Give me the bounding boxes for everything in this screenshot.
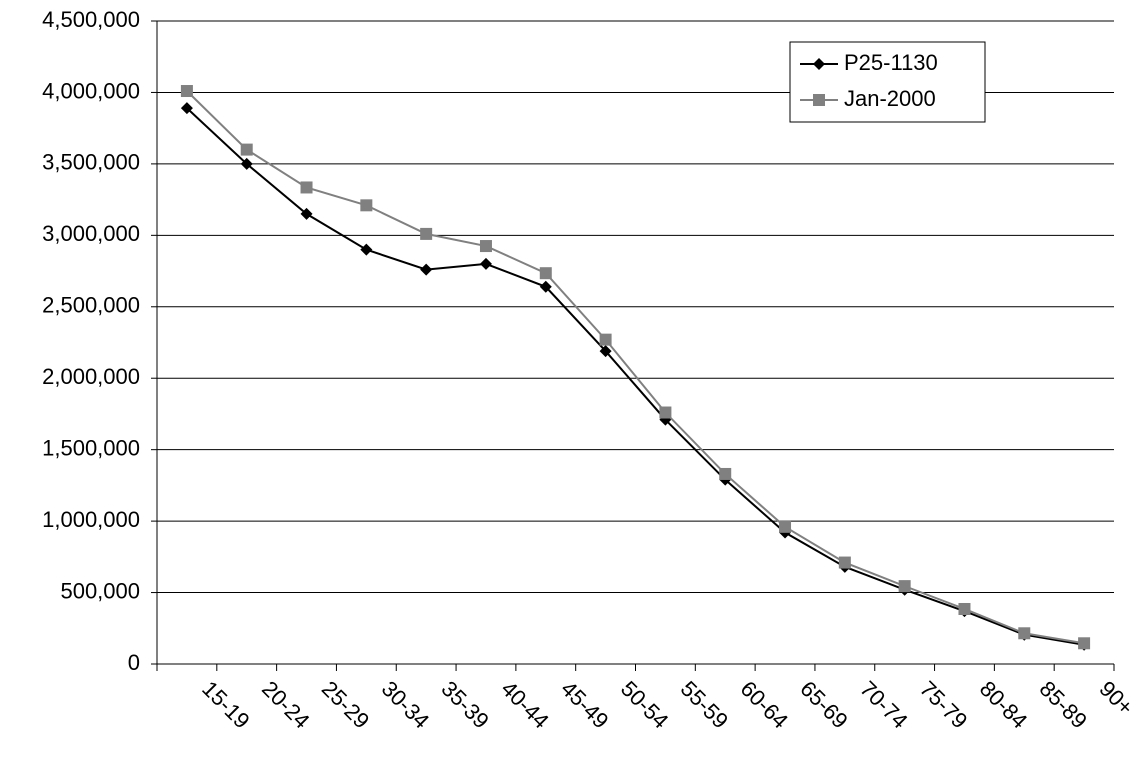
x-tick-label: 70-74: [855, 676, 912, 733]
point: [420, 227, 433, 240]
point: [180, 85, 193, 98]
legend-marker: [813, 94, 825, 106]
point: [838, 556, 851, 569]
x-tick-label: 60-64: [736, 676, 793, 733]
y-tick-label: 2,500,000: [42, 293, 140, 318]
x-tick-label: 20-24: [257, 676, 314, 733]
x-tick-label: 40-44: [496, 676, 553, 733]
x-tick-label: 30-34: [377, 676, 434, 733]
y-tick-label: 500,000: [60, 578, 140, 603]
point: [479, 240, 492, 253]
point: [420, 263, 433, 276]
legend-label: P25-1130: [844, 50, 938, 75]
point: [539, 280, 552, 293]
legend-label: Jan-2000: [844, 86, 936, 111]
series-line: [186, 90, 1085, 645]
x-tick-label: 50-54: [616, 676, 673, 733]
point: [599, 345, 612, 358]
y-tick-label: 1,500,000: [42, 435, 140, 460]
point: [1078, 637, 1091, 650]
point: [300, 207, 313, 220]
y-tick-label: 0: [128, 650, 140, 675]
x-tick-label: 75-79: [915, 676, 972, 733]
x-tick-label: 35-39: [437, 676, 494, 733]
point: [360, 243, 373, 256]
legend-box: [789, 41, 986, 123]
x-tick-label: 90+: [1094, 676, 1138, 720]
point: [719, 467, 732, 480]
x-tick-label: 65-69: [795, 676, 852, 733]
point: [240, 157, 253, 170]
point: [360, 199, 373, 212]
y-tick-label: 3,500,000: [42, 150, 140, 175]
y-tick-label: 4,500,000: [42, 7, 140, 32]
point: [659, 406, 672, 419]
point: [599, 333, 612, 346]
point: [1018, 627, 1031, 640]
point: [479, 257, 492, 270]
x-tick-label: 55-59: [676, 676, 733, 733]
legend-marker: [813, 58, 825, 70]
y-tick-label: 2,000,000: [42, 364, 140, 389]
y-tick-label: 1,000,000: [42, 507, 140, 532]
x-tick-label: 45-49: [556, 676, 613, 733]
series-line: [186, 107, 1085, 646]
point: [898, 580, 911, 593]
x-tick-label: 85-89: [1035, 676, 1092, 733]
point: [300, 181, 313, 194]
point: [180, 102, 193, 115]
y-tick-label: 3,000,000: [42, 221, 140, 246]
point: [779, 520, 792, 533]
x-tick-label: 80-84: [975, 676, 1032, 733]
point: [958, 602, 971, 615]
point: [539, 267, 552, 280]
x-tick-label: 15-19: [197, 676, 254, 733]
y-tick-label: 4,000,000: [42, 78, 140, 103]
x-tick-label: 25-29: [317, 676, 374, 733]
point: [240, 143, 253, 156]
